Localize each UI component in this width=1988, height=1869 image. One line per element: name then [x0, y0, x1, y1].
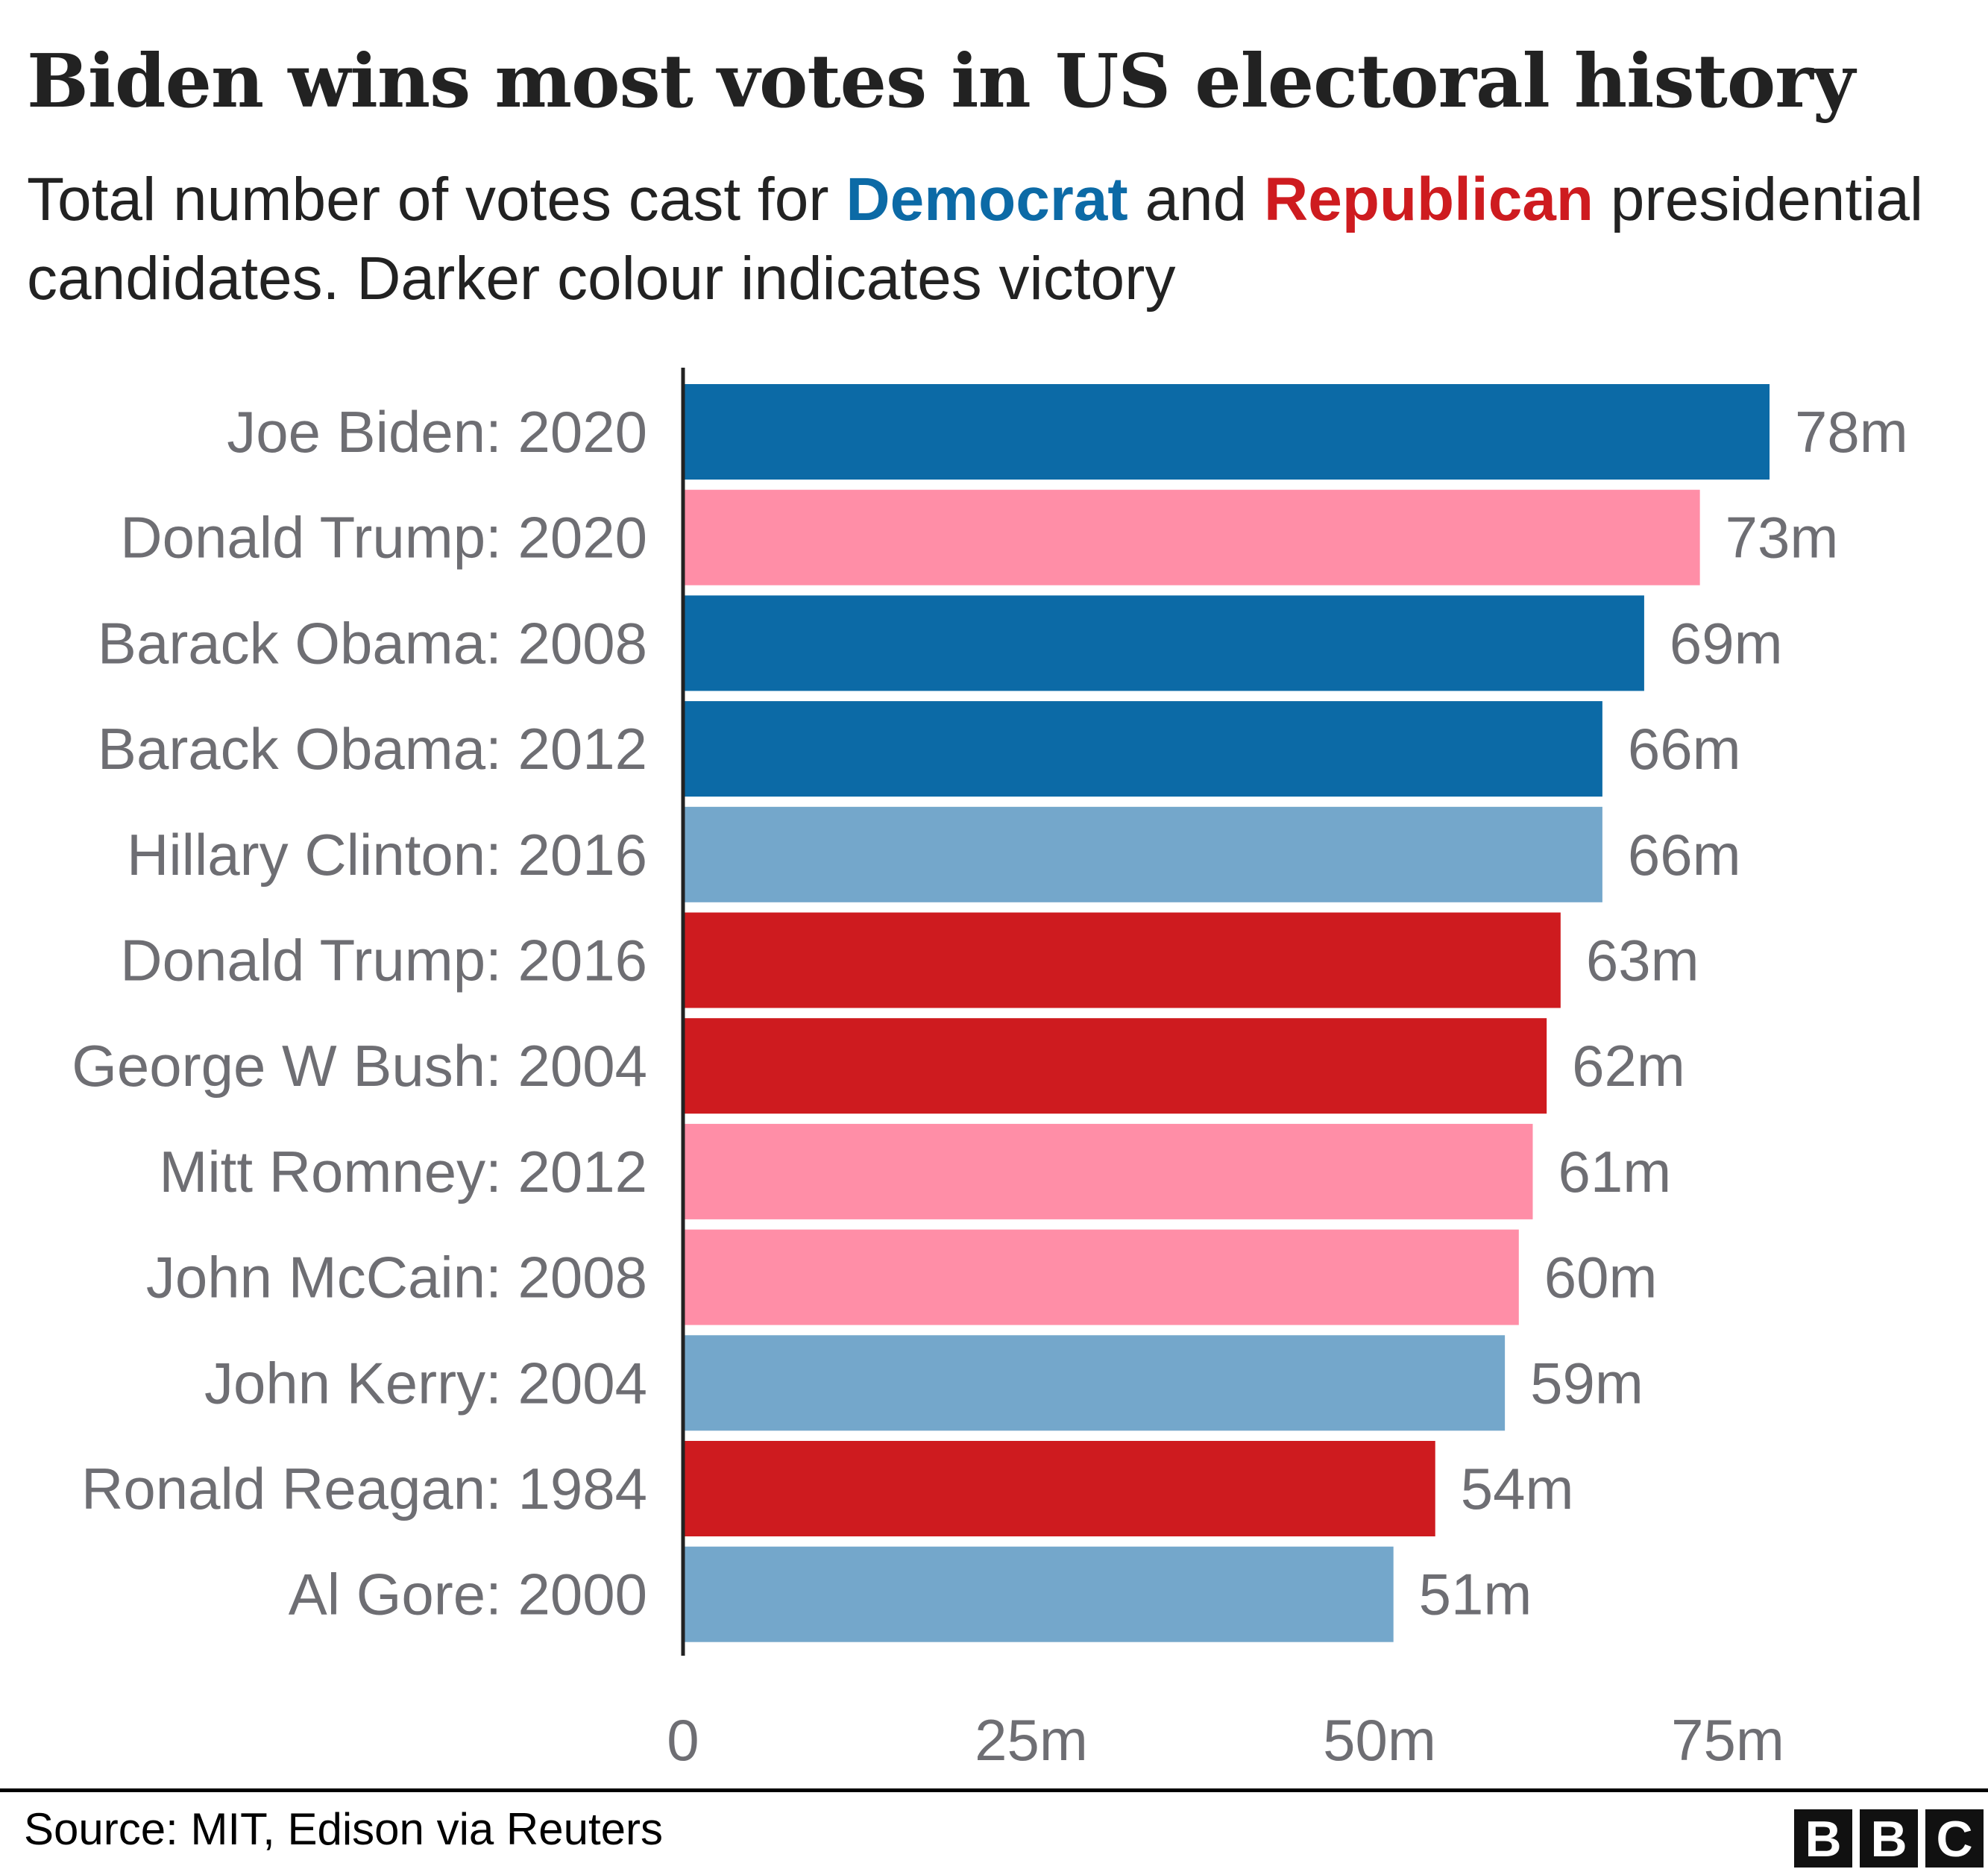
- bar: [683, 912, 1561, 1008]
- bar-chart: Joe Biden: 2020 78m Donald Trump: 2020 73m B…: [72, 368, 1908, 1773]
- bar: [683, 1441, 1435, 1536]
- subtitle-suffix: presidential candidates. Darker colour i…: [27, 166, 1924, 312]
- bar: [683, 384, 1770, 480]
- x-tick-label: 0: [667, 1707, 699, 1773]
- category-label: Al Gore: 2000: [289, 1562, 647, 1627]
- data-label: 60m: [1544, 1245, 1658, 1310]
- footer-divider: [0, 1788, 1988, 1792]
- bar: [683, 595, 1644, 691]
- data-label: 78m: [1795, 399, 1908, 465]
- x-tick-label: 25m: [975, 1707, 1088, 1773]
- subtitle-republican: Republican: [1264, 166, 1594, 233]
- category-label: John McCain: 2008: [146, 1245, 647, 1310]
- data-label: 51m: [1419, 1562, 1532, 1627]
- category-label: Joe Biden: 2020: [227, 399, 647, 465]
- data-label: 62m: [1572, 1033, 1685, 1099]
- bbc-logo-letter: B: [1794, 1809, 1852, 1868]
- data-label: 66m: [1628, 822, 1741, 888]
- chart-title: Biden wins most votes in US electoral hi…: [27, 39, 1855, 125]
- source-note: Source: MIT, Edison via Reuters: [24, 1804, 664, 1854]
- bar: [683, 1335, 1506, 1431]
- bbc-logo: B B C: [1794, 1809, 1984, 1868]
- bar: [683, 1123, 1533, 1219]
- data-label: 73m: [1726, 505, 1839, 571]
- subtitle-democrat: Democrat: [846, 166, 1128, 233]
- x-tick-label: 75m: [1671, 1707, 1784, 1773]
- category-label: Barack Obama: 2012: [98, 716, 647, 782]
- chart-subtitle: Total number of votes cast for Democrat …: [27, 160, 1966, 318]
- data-label: 63m: [1586, 928, 1699, 993]
- subtitle-middle: and: [1127, 166, 1265, 233]
- category-label: Ronald Reagan: 1984: [81, 1456, 647, 1521]
- bar: [683, 1229, 1519, 1325]
- category-label: Mitt Romney: 2012: [159, 1139, 647, 1204]
- category-label: Barack Obama: 2008: [98, 610, 647, 676]
- bar: [683, 1546, 1394, 1642]
- data-label: 66m: [1628, 716, 1741, 782]
- bar: [683, 1018, 1547, 1114]
- bbc-logo-letter: C: [1925, 1809, 1984, 1868]
- bar: [683, 806, 1602, 902]
- data-label: 54m: [1461, 1456, 1574, 1521]
- data-label: 69m: [1670, 610, 1783, 676]
- bar: [683, 489, 1700, 585]
- bar: [683, 701, 1602, 797]
- data-label: 61m: [1558, 1139, 1671, 1204]
- x-tick-label: 50m: [1323, 1707, 1436, 1773]
- category-label: George W Bush: 2004: [72, 1033, 647, 1099]
- category-label: John Kerry: 2004: [204, 1350, 647, 1416]
- category-label: Hillary Clinton: 2016: [127, 822, 647, 888]
- subtitle-prefix: Total number of votes cast for: [27, 166, 846, 233]
- category-label: Donald Trump: 2016: [120, 928, 647, 993]
- data-label: 59m: [1530, 1350, 1643, 1416]
- category-label: Donald Trump: 2020: [120, 505, 647, 571]
- bbc-logo-letter: B: [1860, 1809, 1918, 1868]
